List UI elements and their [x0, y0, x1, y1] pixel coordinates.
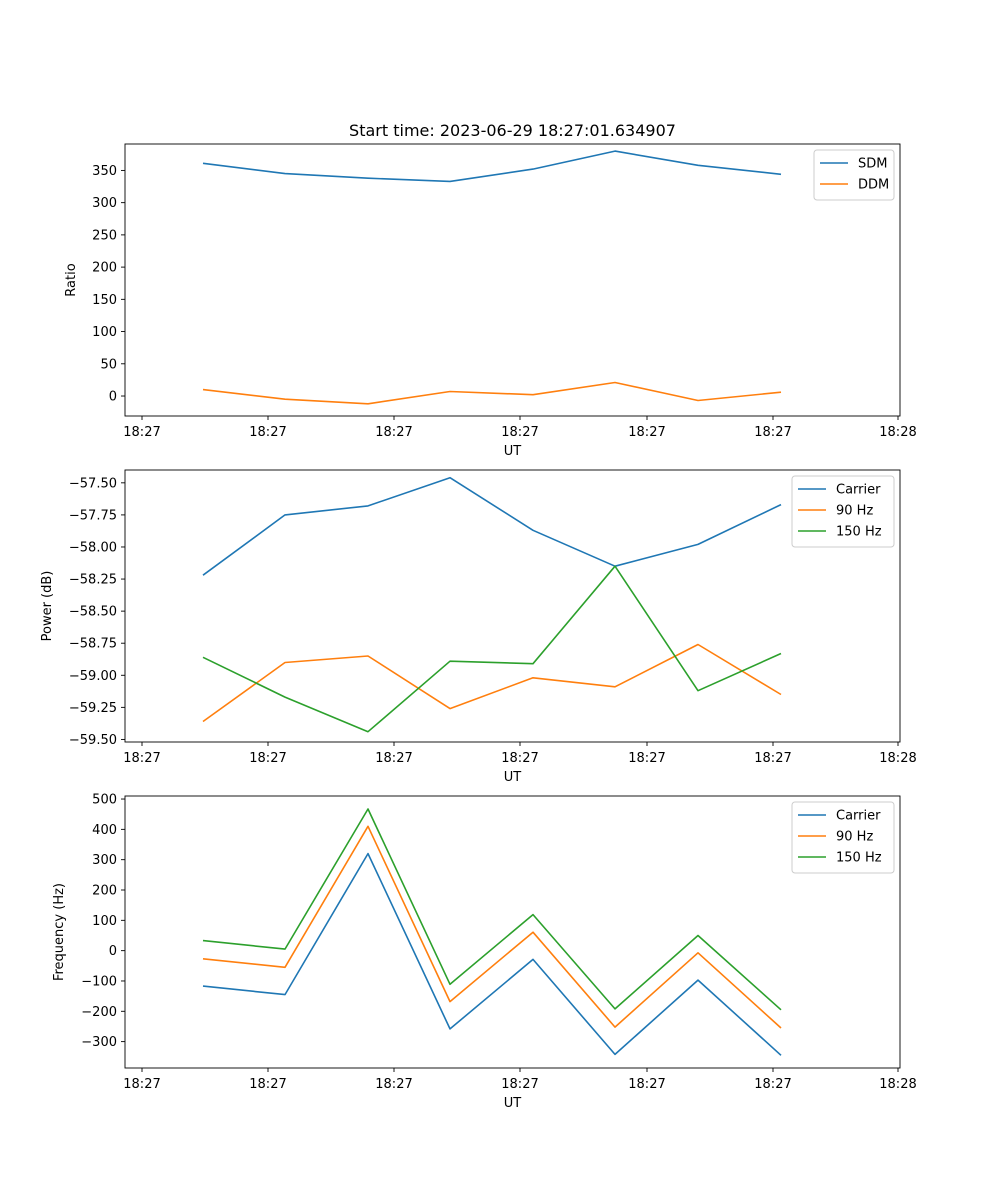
legend: Carrier 90 Hz 150 Hz — [791, 801, 895, 874]
legend-label: DDM — [858, 178, 889, 193]
x-tick-label: 18:27 — [501, 751, 538, 766]
y-tick-label: −58.25 — [69, 573, 117, 588]
plot-area — [125, 470, 900, 742]
legend-box — [791, 801, 895, 874]
x-tick-label: 18:27 — [375, 1077, 412, 1092]
y-tick-label: −58.50 — [69, 605, 117, 620]
y-tick-label: 200 — [92, 261, 117, 276]
x-tick-label: 18:27 — [754, 1077, 791, 1092]
y-tick-label: 300 — [92, 853, 117, 868]
series-line-2-2 — [202, 643, 782, 723]
legend-label: 90 Hz — [836, 504, 873, 519]
y-tick-label: 0 — [109, 944, 117, 959]
subplot-2: 18:27 18:27 18:27 18:27 18:27 18:27 18:28 −59.5… — [40, 469, 917, 785]
x-tick-label: 18:27 — [249, 1077, 286, 1092]
legend-label: 90 Hz — [836, 830, 873, 845]
x-tick-label: 18:27 — [754, 425, 791, 440]
y-axis-label: Frequency (Hz) — [52, 883, 67, 981]
x-axis-label: UT — [504, 1096, 522, 1111]
series-line-2-3 — [202, 565, 782, 733]
series-line-1-1 — [202, 150, 782, 183]
legend-label: 150 Hz — [836, 525, 882, 540]
x-tick-label: 18:27 — [754, 751, 791, 766]
x-tick-label: 18:28 — [879, 751, 916, 766]
subplot-3: 18:27 18:27 18:27 18:27 18:27 18:27 18:28 −300 −… — [52, 793, 917, 1111]
y-axis-label: Ratio — [64, 263, 79, 296]
y-tick-label: 50 — [100, 357, 117, 372]
x-tick-label: 18:27 — [123, 751, 160, 766]
x-tick-label: 18:27 — [501, 1077, 538, 1092]
series-line-3-3 — [202, 808, 782, 1011]
axes-frame — [124, 469, 901, 743]
x-tick-label: 18:28 — [879, 425, 916, 440]
x-tick-label: 18:27 — [375, 425, 412, 440]
series-line-3-1 — [202, 852, 782, 1056]
y-tick-label: −59.50 — [69, 733, 117, 748]
y-tick-label: 250 — [92, 228, 117, 243]
y-axis-label: Power (dB) — [40, 571, 55, 642]
x-tick-label: 18:27 — [249, 751, 286, 766]
y-tick-label: 100 — [92, 914, 117, 929]
y-tick-label: −58.75 — [69, 637, 117, 652]
y-tick-label: 400 — [92, 823, 117, 838]
y-tick-label: −57.50 — [69, 476, 117, 491]
legend-label: Carrier — [836, 483, 881, 498]
subplot-1: 18:27 18:27 18:27 18:27 18:27 18:27 18:28 0 50 10… — [64, 143, 917, 459]
x-tick-label: 18:27 — [628, 751, 665, 766]
legend-label: 150 Hz — [836, 851, 882, 866]
y-tick-label: 100 — [92, 325, 117, 340]
y-tick-label: −300 — [81, 1035, 117, 1050]
legend-box — [791, 475, 895, 548]
series-line-2-1 — [202, 476, 782, 576]
x-tick-label: 18:27 — [628, 1077, 665, 1092]
x-tick-label: 18:27 — [501, 425, 538, 440]
figure-title: Start time: 2023-06-29 18:27:01.634907 — [349, 121, 676, 140]
plot-area — [125, 144, 900, 416]
y-tick-label: −100 — [81, 974, 117, 989]
y-tick-label: 0 — [109, 390, 117, 405]
y-tick-label: −57.75 — [69, 508, 117, 523]
axes-frame — [124, 143, 901, 417]
y-tick-label: 150 — [92, 293, 117, 308]
y-tick-label: 350 — [92, 164, 117, 179]
x-axis-label: UT — [504, 444, 522, 459]
subplots: 18:27 18:27 18:27 18:27 18:27 18:27 18:28 0 50 10… — [40, 143, 917, 1111]
y-tick-label: 500 — [92, 793, 117, 808]
y-tick-label: −59.25 — [69, 701, 117, 716]
axes-frame — [124, 795, 901, 1069]
y-tick-label: −200 — [81, 1005, 117, 1020]
x-tick-label: 18:27 — [123, 425, 160, 440]
y-tick-label: −58.00 — [69, 540, 117, 555]
y-tick-label: 200 — [92, 884, 117, 899]
x-tick-label: 18:27 — [123, 1077, 160, 1092]
legend: SDM DDM — [813, 149, 895, 201]
x-tick-label: 18:28 — [879, 1077, 916, 1092]
x-tick-label: 18:27 — [628, 425, 665, 440]
y-tick-label: −59.00 — [69, 669, 117, 684]
x-axis-label: UT — [504, 770, 522, 785]
legend-label: Carrier — [836, 809, 881, 824]
legend: Carrier 90 Hz 150 Hz — [791, 475, 895, 548]
series-line-3-2 — [202, 825, 782, 1029]
x-tick-label: 18:27 — [249, 425, 286, 440]
legend-label: SDM — [858, 157, 887, 172]
x-tick-label: 18:27 — [375, 751, 412, 766]
series-line-1-2 — [202, 381, 782, 405]
y-tick-label: 300 — [92, 196, 117, 211]
